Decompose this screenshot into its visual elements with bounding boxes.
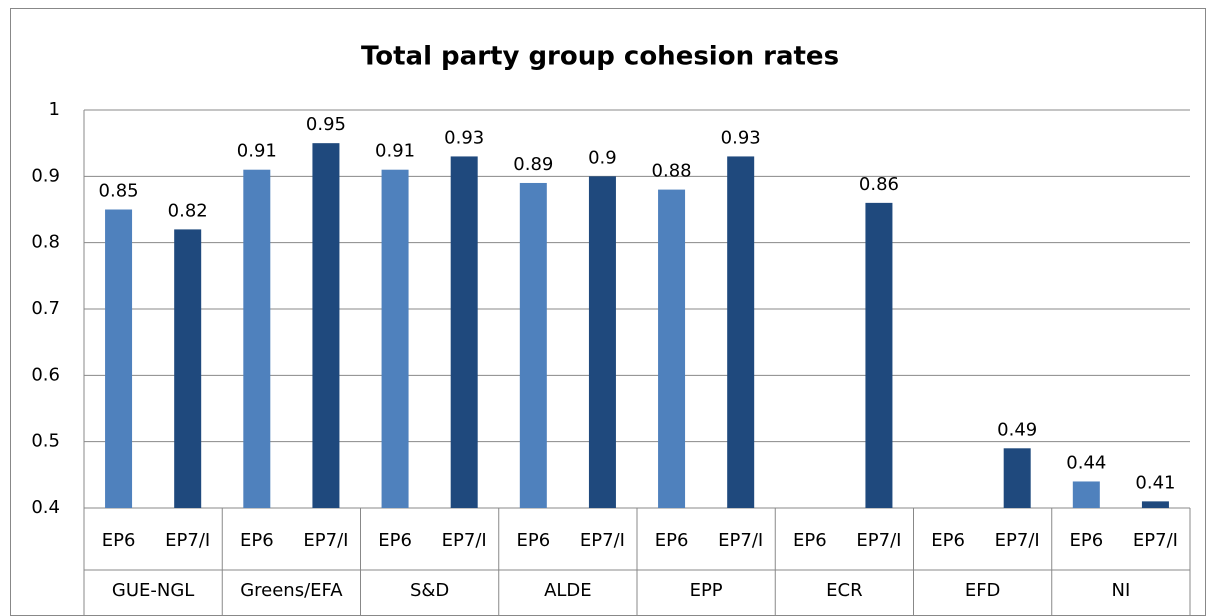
y-tick-label: 0.5 [31, 431, 60, 452]
y-tick-label: 0.9 [31, 165, 60, 186]
value-label: 0.95 [306, 114, 346, 135]
bar [312, 143, 340, 508]
x-tick-label: EP7/I [165, 530, 210, 551]
x-tick-label: EP7/I [995, 530, 1040, 551]
value-label: 0.44 [1066, 452, 1106, 473]
bar [588, 176, 616, 509]
y-tick-label: 0.4 [31, 497, 60, 518]
value-label: 0.89 [513, 154, 553, 175]
y-tick-label: 0.8 [31, 232, 60, 253]
x-tick-label: EP7/I [580, 530, 625, 551]
value-label: 0.85 [99, 181, 139, 202]
bar [519, 182, 547, 508]
x-tick-label: EP6 [102, 530, 136, 551]
value-label: 0.9 [588, 147, 617, 168]
y-tick-label: 0.6 [31, 364, 60, 385]
x-tick-label: EP6 [655, 530, 689, 551]
x-group-label: Greens/EFA [240, 580, 343, 601]
x-tick-label: EP6 [793, 530, 827, 551]
value-label: 0.91 [237, 141, 277, 162]
value-label: 0.93 [721, 127, 761, 148]
x-tick-label: EP7/I [442, 530, 487, 551]
bar [1141, 501, 1169, 508]
bar [243, 169, 271, 508]
value-label: 0.88 [652, 161, 692, 182]
bar [1072, 481, 1100, 508]
bar [658, 189, 686, 508]
x-group-label: NI [1111, 580, 1130, 601]
x-tick-label: EP7/I [856, 530, 901, 551]
bar [1003, 448, 1031, 508]
bar [865, 202, 893, 508]
x-tick-label: EP6 [1069, 530, 1103, 551]
x-tick-label: EP6 [516, 530, 550, 551]
bar [450, 156, 478, 508]
x-group-label: GUE-NGL [112, 580, 194, 601]
x-group-label: ECR [826, 580, 862, 601]
bar [381, 169, 409, 508]
x-tick-label: EP7/I [718, 530, 763, 551]
x-tick-label: EP7/I [303, 530, 348, 551]
x-tick-label: EP7/I [1133, 530, 1178, 551]
x-group-label: S&D [410, 580, 449, 601]
bar [174, 229, 202, 508]
y-tick-label: 1 [49, 99, 60, 120]
x-tick-label: EP6 [931, 530, 965, 551]
value-label: 0.93 [444, 127, 484, 148]
value-label: 0.86 [859, 174, 899, 195]
x-group-label: EFD [965, 580, 1001, 601]
value-label: 0.91 [375, 141, 415, 162]
value-label: 0.49 [997, 419, 1037, 440]
chart-title: Total party group cohesion rates [361, 42, 839, 72]
x-group-label: EPP [690, 580, 723, 601]
x-tick-label: EP6 [378, 530, 412, 551]
value-label: 0.41 [1135, 472, 1175, 493]
x-group-label: ALDE [544, 580, 592, 601]
x-tick-label: EP6 [240, 530, 274, 551]
y-tick-label: 0.7 [31, 298, 60, 319]
bar [727, 156, 755, 508]
value-label: 0.82 [168, 200, 208, 221]
bar [105, 209, 133, 508]
